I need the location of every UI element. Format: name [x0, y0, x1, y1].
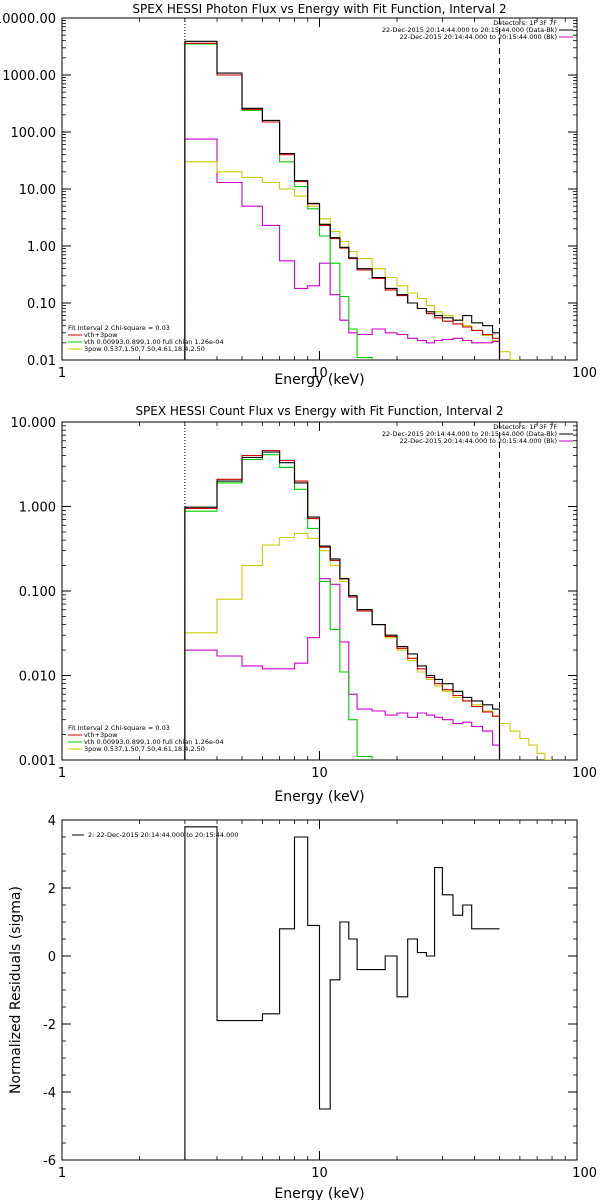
x-tick-label: 100: [572, 1166, 597, 1181]
x-tick-label: 100: [572, 366, 597, 381]
y-tick-label: -6: [43, 1154, 56, 1169]
y-tick-label: 10.00: [19, 183, 56, 198]
legend-top-right-text: Detectors: 1F 3F 7F: [493, 423, 557, 431]
series-vth-line: [184, 43, 373, 360]
y-tick-label: 1.00: [27, 240, 56, 255]
plot-title: SPEX HESSI Count Flux vs Energy with Fit…: [135, 404, 503, 418]
y-tick-label: 2: [48, 882, 56, 897]
legend-bottom-left-text: Fit Interval 2 Chi-square = 0.03: [68, 724, 170, 732]
series-2-22-dec-2015-20-14-44-000-to-20-15-44-000-line: [184, 826, 500, 1160]
x-tick-label: 1: [58, 1166, 66, 1181]
y-tick-label: 0.01: [27, 354, 56, 369]
legend-bottom-left-text: vth+3pow: [84, 331, 118, 339]
legend-bottom-left-text: vth 0.00993,0.899,1.00 full chian 1.26e-…: [84, 738, 224, 746]
series-bk-line: [184, 138, 501, 360]
legend-top-right-text: 22-Dec-2015 20:14:44.000 to 20:15:44.000…: [382, 26, 557, 34]
y-axis-label: Normalized Residuals (sigma): [8, 886, 24, 1094]
x-axis-label: Energy (keV): [274, 789, 364, 805]
x-tick-label: 10: [311, 766, 328, 781]
series-vth-3pow-line: [184, 449, 501, 760]
legend-bottom-left-text: vth+3pow: [84, 731, 118, 739]
y-tick-label: 0.010: [19, 670, 56, 685]
y-tick-label: 100.00: [11, 126, 57, 141]
y-tick-label: 10000.00: [0, 12, 56, 27]
y-tick-label: -4: [43, 1086, 56, 1101]
x-tick-label: 100: [572, 766, 597, 781]
series-3pow-line: [184, 161, 520, 360]
x-axis-label: Energy (keV): [274, 372, 364, 388]
series-bk-line: [184, 578, 501, 760]
legend-bottom-left-text: 3pow 0.537,1.50,7.50,4.61,18.4,2.50: [84, 745, 205, 753]
series-data-bk-line: [184, 40, 501, 360]
legend-top-left-text: 2: 22-Dec-2015 20:14:44.000 to 20:15:44.…: [88, 831, 239, 839]
x-axis-label: Energy (keV): [274, 1186, 364, 1200]
count-flux-panel: SPEX HESSI Count Flux vs Energy with Fit…: [11, 404, 598, 805]
y-tick-label: 0.001: [19, 754, 56, 769]
y-tick-label: 0.100: [19, 585, 56, 600]
legend-bottom-left-text: Fit Interval 2 Chi-square = 0.03: [68, 324, 170, 332]
residuals-panel: 1 10 100 -6 -4 -2 0 2 4 Energy (keV) Normalized Re…: [8, 814, 597, 1200]
y-tick-label: 1.000: [19, 501, 56, 516]
plot-title: SPEX HESSI Photon Flux vs Energy with Fi…: [132, 2, 506, 16]
x-tick-label: 10: [311, 1166, 328, 1181]
y-tick-label: 4: [48, 814, 56, 829]
x-tick-label: 1: [58, 366, 66, 381]
y-tick-label: 10.000: [11, 416, 57, 431]
x-tick-label: 1: [58, 766, 66, 781]
legend-top-right-text: Detectors: 1F 3F 7F: [493, 19, 557, 27]
series-3pow-line: [184, 532, 552, 760]
y-tick-label: 0: [48, 950, 56, 965]
series-vth-line: [184, 454, 373, 760]
y-tick-label: 0.10: [27, 297, 56, 312]
series-vth-3pow-line: [184, 42, 501, 360]
legend-top-right-text: 22-Dec-2015 20:14:44.000 to 20:15:44.000…: [400, 33, 558, 41]
series-data-bk-line: [184, 451, 501, 760]
legend-top-right-text: 22-Dec-2015 20:14:44.000 to 20:15:44.000…: [400, 437, 558, 445]
legend-bottom-left-text: vth 0.00993,0.899,1.00 full chian 1.26e-…: [84, 338, 224, 346]
legend-top-right-text: 22-Dec-2015 20:14:44.000 to 20:15:44.000…: [382, 430, 557, 438]
photon-flux-panel: SPEX HESSI Photon Flux vs Energy with Fi…: [0, 2, 597, 388]
y-tick-label: 1000.00: [2, 69, 56, 84]
y-tick-label: -2: [43, 1018, 56, 1033]
legend-bottom-left-text: 3pow 0.537,1.50,7.50,4.61,18.4,2.50: [84, 345, 205, 353]
x-tick-label: 10: [311, 366, 328, 381]
